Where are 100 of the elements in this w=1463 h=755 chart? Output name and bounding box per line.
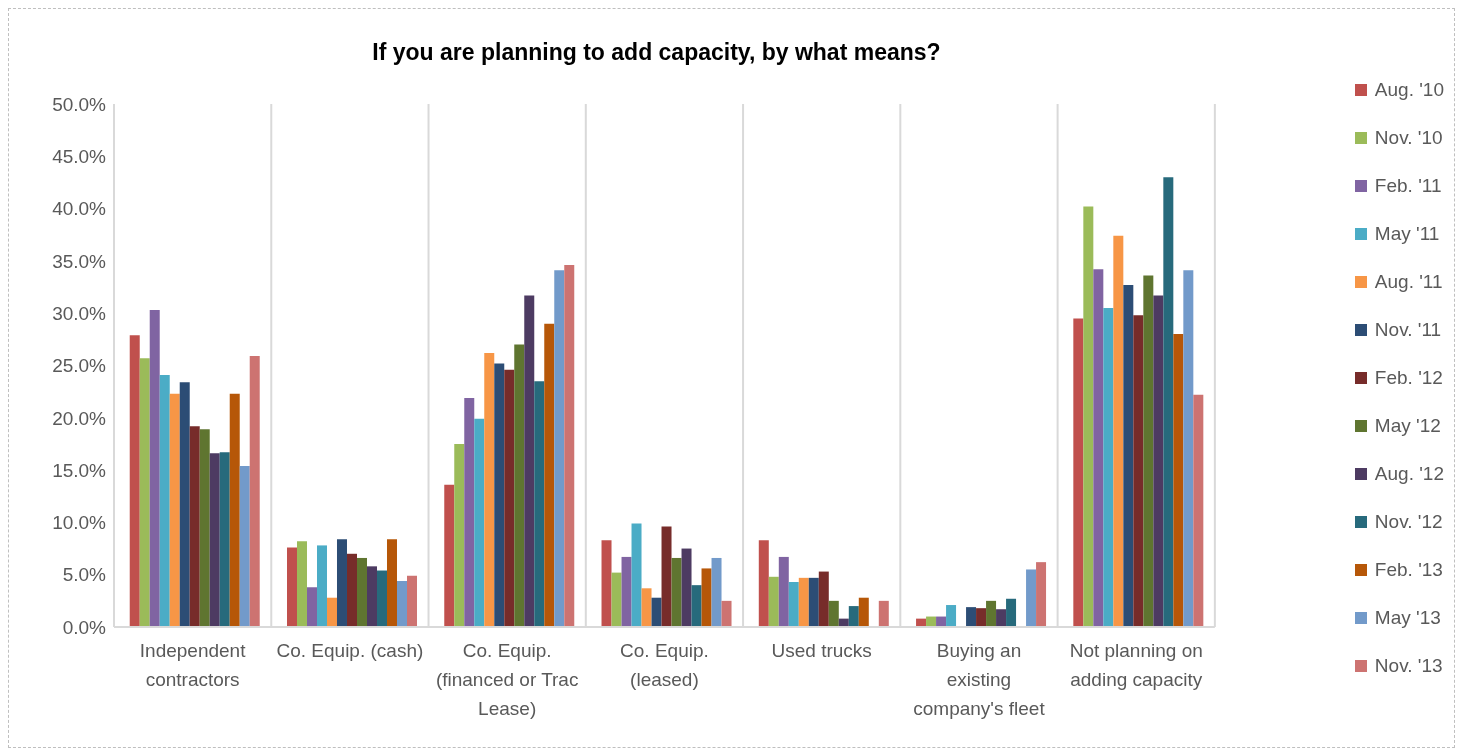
bar [946, 605, 957, 627]
legend-label: Aug. '10 [1374, 79, 1444, 101]
bar [316, 545, 327, 627]
bar [249, 356, 260, 627]
bar [484, 352, 495, 627]
bar [1143, 275, 1154, 627]
x-tick-label: Co. Equip. (financed or Trac Lease) [435, 640, 579, 719]
bar [681, 548, 692, 627]
y-tick-label: 40.0% [52, 198, 107, 220]
legend-label: May '13 [1374, 607, 1441, 629]
bar [564, 265, 575, 627]
x-tick-label: Buying an existing company's fleet [913, 640, 1046, 719]
x-tick-label: Co. Equip. (cash) [276, 640, 424, 661]
legend-label: Feb. '12 [1374, 367, 1443, 389]
bar [1093, 269, 1104, 627]
bar [758, 540, 769, 627]
bar [828, 600, 839, 627]
y-tick-label: 25.0% [52, 355, 107, 377]
bar [544, 323, 555, 627]
y-tick-label: 15.0% [52, 459, 107, 481]
bar [621, 556, 632, 627]
bar [778, 556, 789, 627]
bar [366, 566, 377, 627]
legend-label: Nov. '13 [1374, 655, 1443, 677]
bar [444, 484, 455, 627]
legend-label: Feb. '11 [1374, 175, 1442, 197]
bar [818, 571, 829, 627]
bar [326, 597, 337, 627]
bar [996, 609, 1007, 627]
bar [641, 588, 652, 627]
bar [1083, 206, 1094, 627]
x-tick-label: Independent contractors [139, 640, 247, 690]
bar [356, 557, 367, 627]
y-tick-label: 0.0% [62, 616, 107, 638]
bar [406, 575, 417, 627]
bar [554, 270, 565, 627]
bar [1153, 295, 1164, 627]
bar [1006, 598, 1017, 627]
bar [1103, 307, 1114, 627]
bar [1193, 394, 1204, 627]
bar [524, 295, 535, 627]
bar [1183, 270, 1194, 627]
bar [219, 452, 230, 627]
legend-label: Nov. '11 [1374, 319, 1442, 341]
chart-title: If you are planning to add capacity, by what means? [371, 39, 942, 66]
bar [534, 381, 545, 627]
bar [514, 344, 525, 627]
y-tick-label: 20.0% [52, 407, 107, 429]
bar [768, 576, 779, 627]
bar [1123, 284, 1134, 627]
bar [494, 363, 505, 627]
bar [858, 597, 869, 627]
bar [1113, 235, 1124, 627]
bar [129, 335, 140, 627]
x-tick-label: Used trucks [771, 640, 872, 661]
bar [711, 557, 722, 627]
x-tick-label: Co. Equip. (leased) [620, 640, 709, 690]
legend-label: May '12 [1374, 415, 1441, 437]
y-tick-label: 5.0% [62, 564, 107, 586]
bar [691, 585, 702, 627]
bar [239, 465, 250, 627]
bar [189, 426, 200, 627]
bar [386, 539, 397, 627]
bar [601, 540, 612, 627]
y-tick-label: 30.0% [52, 302, 107, 324]
bar [1173, 334, 1184, 627]
bar [376, 570, 387, 627]
y-tick-label: 35.0% [52, 250, 107, 272]
bar [149, 310, 160, 627]
legend-label: May '11 [1374, 223, 1440, 245]
bar [1036, 562, 1047, 627]
bar [986, 600, 997, 627]
x-tick-label: Not planning on adding capacity [1069, 640, 1203, 690]
bar [651, 597, 662, 627]
bar [229, 393, 240, 627]
y-tick-label: 10.0% [52, 512, 107, 534]
bar [701, 568, 712, 627]
bar [504, 369, 515, 627]
bar [464, 397, 475, 627]
bar [1073, 318, 1084, 627]
bar [199, 429, 210, 627]
y-tick-label: 50.0% [52, 93, 107, 115]
legend-label: Nov. '12 [1374, 511, 1443, 533]
bar [296, 541, 307, 627]
bar [808, 577, 819, 627]
bar [474, 418, 485, 627]
bar [159, 374, 170, 627]
bar [611, 572, 622, 627]
bar [306, 587, 317, 627]
bar [848, 606, 859, 627]
bar [396, 580, 407, 627]
bar [179, 382, 190, 627]
bar [878, 600, 889, 627]
bar [721, 600, 732, 627]
bar [139, 358, 150, 627]
bar [1026, 569, 1037, 627]
bar [798, 577, 809, 627]
bar [454, 443, 465, 627]
bar [966, 607, 977, 627]
bar [1163, 177, 1174, 627]
